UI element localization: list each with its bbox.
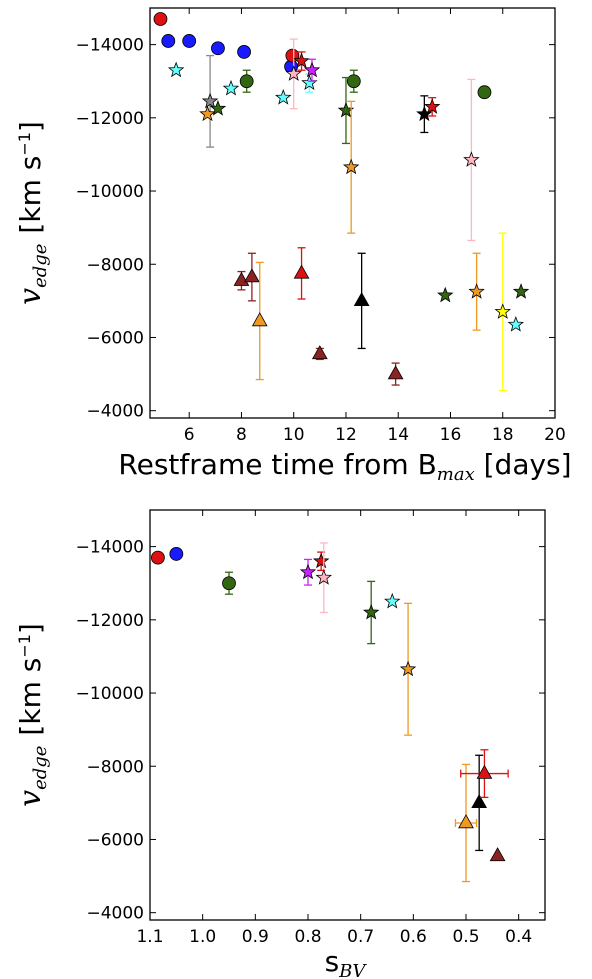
data-point-star bbox=[275, 89, 292, 105]
y-tick-label: −6000 bbox=[86, 328, 144, 348]
data-point-star bbox=[342, 158, 360, 175]
data-point-triangle bbox=[458, 814, 474, 829]
data-point-triangle bbox=[476, 764, 493, 779]
x-tick-label: 12 bbox=[335, 425, 357, 445]
y-tick-label: −12000 bbox=[76, 109, 144, 129]
x-tick-label: 0.5 bbox=[452, 927, 479, 947]
y-ticks-time: −14000 −12000 −10000 −8000 −6000 −4000 bbox=[76, 36, 555, 422]
data-point-triangle bbox=[233, 271, 250, 286]
data-point-triangle bbox=[311, 345, 328, 360]
data-point-circle bbox=[237, 45, 251, 59]
data-point-circle bbox=[239, 74, 254, 89]
data-point-triangle bbox=[251, 312, 268, 327]
data-point-star bbox=[315, 569, 333, 585]
x-tick-label: 0.7 bbox=[347, 927, 374, 947]
x-tick-label: 8 bbox=[236, 425, 247, 445]
data-point-star bbox=[312, 552, 330, 569]
data-point-star bbox=[222, 79, 240, 96]
x-axis-label-sbv: sBV bbox=[325, 945, 368, 979]
data-point-circle bbox=[153, 12, 168, 26]
x-tick-label: 0.4 bbox=[505, 927, 532, 947]
y-tick-label: −8000 bbox=[86, 255, 144, 275]
y-tick-label: −10000 bbox=[76, 684, 144, 704]
data-point-triangle bbox=[489, 847, 506, 862]
y-tick-label: −4000 bbox=[86, 904, 144, 924]
x-tick-label: 0.9 bbox=[242, 927, 269, 947]
data-point-star bbox=[437, 286, 454, 303]
data-point-star bbox=[303, 61, 321, 78]
plot-frame-time bbox=[149, 7, 556, 419]
y-axis-label-sbv: vedge[km s−1] bbox=[13, 623, 51, 807]
y-tick-label: −14000 bbox=[76, 538, 144, 558]
y-tick-label: −10000 bbox=[76, 182, 144, 202]
x-tick-label: 1.1 bbox=[136, 927, 163, 947]
data-point-circle bbox=[169, 547, 184, 561]
x-tick-label: 6 bbox=[184, 425, 195, 445]
data-point-star bbox=[293, 52, 310, 69]
x-ticks-sbv: 1.1 1.0 0.9 0.8 0.7 0.6 0.5 0.4 bbox=[136, 510, 532, 947]
data-point-circle bbox=[477, 85, 492, 100]
data-point-triangle bbox=[353, 292, 370, 307]
data-point-star bbox=[423, 98, 441, 114]
x-ticks-time: 6 8 10 12 14 16 18 20 bbox=[184, 8, 566, 445]
data-point-circle bbox=[346, 74, 361, 89]
y-tick-label: −12000 bbox=[76, 611, 144, 631]
data-point-star bbox=[299, 563, 317, 580]
data-point-circle bbox=[222, 576, 236, 591]
chart-panel-time: 6 8 10 12 14 16 18 20 −14000 −12000 −10000 −8000 −6… bbox=[13, 7, 572, 485]
x-tick-label: 14 bbox=[387, 425, 409, 445]
data-point-star bbox=[167, 61, 185, 78]
x-tick-label: 0.6 bbox=[400, 927, 427, 947]
data-marks-sbv bbox=[150, 542, 509, 883]
plot-frame-sbv bbox=[149, 509, 546, 921]
y-tick-label: −8000 bbox=[86, 757, 144, 777]
data-point-star bbox=[362, 603, 380, 620]
data-point-star bbox=[468, 283, 485, 299]
data-point-star bbox=[384, 592, 401, 609]
data-point-star bbox=[512, 283, 530, 299]
x-tick-label: 20 bbox=[544, 425, 566, 445]
data-point-star bbox=[507, 316, 525, 332]
y-axis-label-time: vedge[km s−1] bbox=[13, 121, 51, 305]
y-ticks-sbv: −14000 −12000 −10000 −8000 −6000 −4000 bbox=[76, 538, 545, 924]
data-point-star bbox=[201, 92, 219, 109]
data-point-star bbox=[285, 65, 302, 81]
x-tick-label: 0.8 bbox=[294, 927, 321, 947]
data-point-triangle bbox=[471, 794, 488, 809]
data-point-circle bbox=[211, 41, 225, 56]
data-point-triangle bbox=[244, 268, 260, 283]
data-point-star bbox=[494, 303, 511, 319]
data-point-star bbox=[399, 660, 417, 677]
data-point-triangle bbox=[387, 365, 404, 380]
data-point-star bbox=[199, 105, 216, 122]
data-point-circle bbox=[161, 34, 176, 48]
data-point-star bbox=[463, 151, 480, 167]
y-tick-label: −6000 bbox=[86, 830, 144, 850]
data-point-triangle bbox=[293, 264, 310, 279]
x-tick-label: 1.0 bbox=[189, 927, 216, 947]
x-axis-label-time: Restframe time from Bmax [days] bbox=[118, 448, 571, 485]
data-point-circle bbox=[182, 34, 197, 48]
data-marks-time bbox=[153, 12, 530, 392]
data-point-circle bbox=[150, 550, 165, 565]
x-tick-label: 18 bbox=[492, 425, 514, 445]
y-tick-label: −14000 bbox=[76, 36, 144, 56]
x-tick-label: 16 bbox=[440, 425, 462, 445]
chart-panel-sbv: 1.1 1.0 0.9 0.8 0.7 0.6 0.5 0.4 −14000 −12000 −10… bbox=[13, 509, 546, 979]
data-point-star bbox=[209, 100, 227, 116]
x-tick-label: 10 bbox=[283, 425, 305, 445]
y-tick-label: −4000 bbox=[86, 402, 144, 422]
